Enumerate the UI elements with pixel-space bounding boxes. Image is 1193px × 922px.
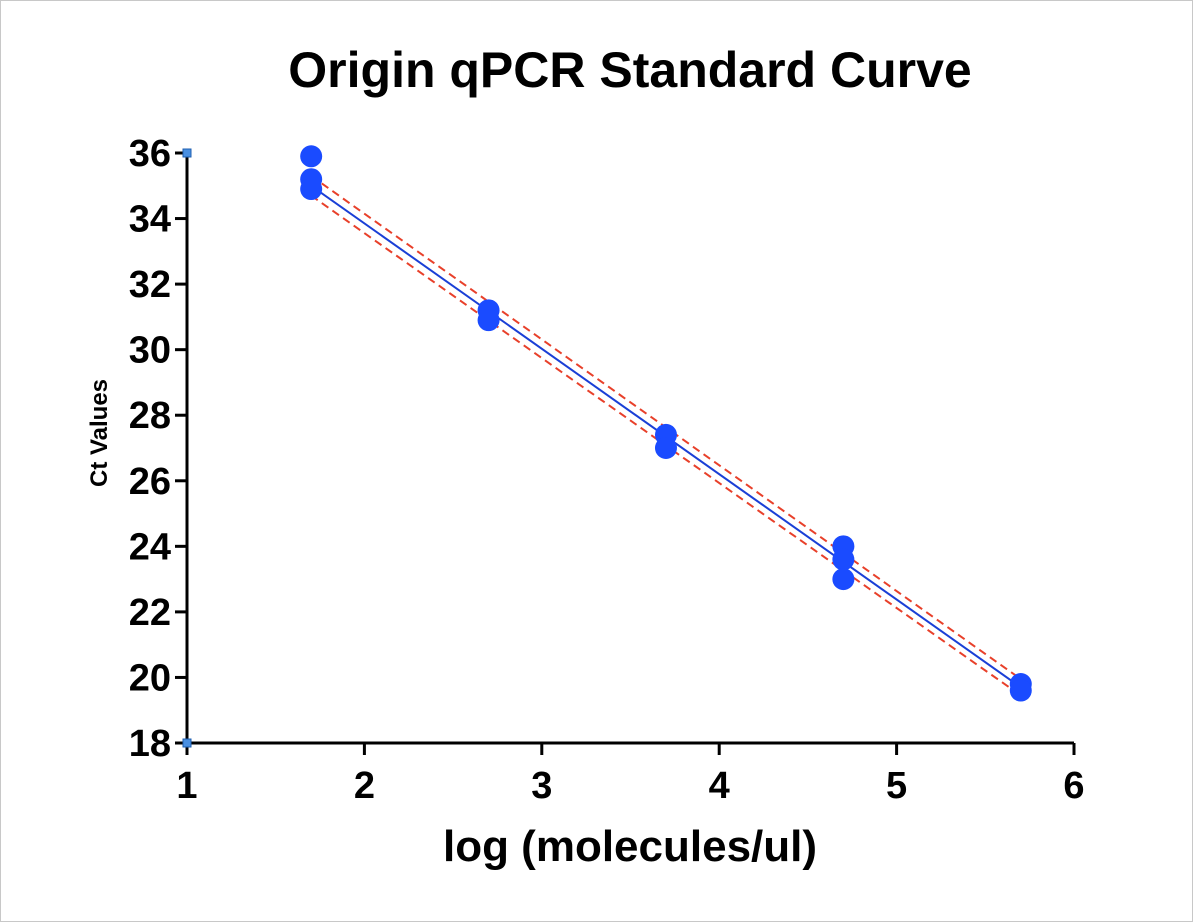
data-point-9 [832, 568, 855, 591]
x-tick-label-3: 3 [531, 765, 552, 807]
x-axis-label: log (molecules/ul) [443, 822, 817, 871]
data-point-2 [300, 178, 323, 201]
axis-handle-top[interactable] [182, 148, 192, 158]
y-tick-label-30: 30 [129, 330, 171, 372]
y-tick-label-22: 22 [129, 592, 171, 634]
x-tick-label-5: 5 [886, 765, 907, 807]
y-tick-label-18: 18 [129, 723, 171, 765]
axis-handle-bottom[interactable] [182, 738, 192, 748]
y-tick-label-34: 34 [129, 199, 171, 241]
x-tick-label-6: 6 [1063, 765, 1084, 807]
data-point-8 [832, 548, 855, 571]
y-axis-label: Ct Values [86, 379, 113, 487]
chart-title: Origin qPCR Standard Curve [288, 42, 971, 98]
x-tick-label-1: 1 [176, 765, 197, 807]
y-tick-label-36: 36 [129, 133, 171, 175]
y-tick-label-20: 20 [129, 657, 171, 699]
data-point-4 [477, 309, 500, 332]
data-point-6 [654, 437, 677, 459]
y-tick-label-32: 32 [129, 264, 171, 306]
y-tick-label-28: 28 [129, 395, 171, 437]
x-tick-label-2: 2 [354, 765, 375, 807]
y-tick-label-24: 24 [129, 526, 171, 568]
data-point-11 [1009, 679, 1032, 702]
y-tick-label-26: 26 [129, 461, 171, 503]
x-tick-label-4: 4 [709, 765, 730, 807]
data-point-0 [300, 145, 323, 168]
